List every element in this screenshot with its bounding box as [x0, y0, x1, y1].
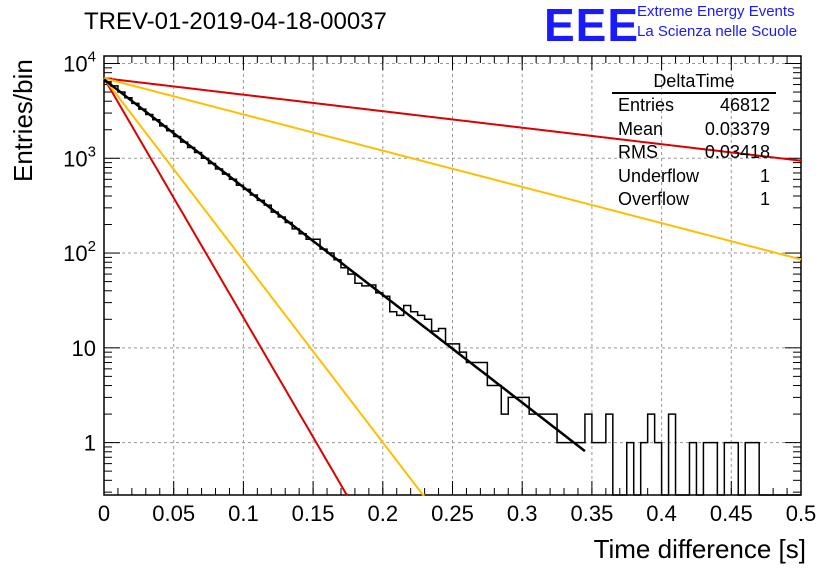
- x-tick-label: 0.1: [228, 501, 259, 526]
- y-tick-label: 1: [84, 431, 96, 456]
- stats-row-rms: RMS 0.03418: [612, 141, 776, 165]
- x-tick-label: 0.2: [368, 501, 399, 526]
- stats-label: Overflow: [618, 189, 690, 209]
- stats-row-mean: Mean 0.03379: [612, 118, 776, 142]
- x-tick-labels: 0 0.05 0.1 0.15 0.2 0.25 0.3 0.35 0.4 0.45 0.5: [98, 501, 816, 526]
- y-tick-label: 10: [72, 336, 96, 361]
- stats-row-overflow: Overflow 1: [612, 188, 776, 212]
- fit-curve-black: [103, 78, 586, 453]
- y-tick-label: 102: [63, 238, 96, 266]
- fit-curve-orange: [103, 77, 802, 261]
- fit-curve-red: [103, 77, 802, 162]
- axis-ticks: [103, 56, 802, 495]
- chart-title: TREV-01-2019-04-18-00037: [84, 8, 387, 35]
- fit-curve-red: [103, 77, 349, 496]
- stats-value: 0.03379: [704, 118, 770, 139]
- stats-value: 0.03418: [704, 142, 770, 162]
- y-axis-label: Entries/bin: [8, 59, 38, 182]
- stats-label: Underflow: [618, 165, 700, 186]
- stats-value: 46812: [719, 95, 770, 115]
- histogram: [103, 78, 801, 496]
- logo-line-2: La Scienza nelle Scuole: [637, 23, 798, 40]
- stats-row-entries: Entries 46812: [612, 94, 776, 118]
- eee-logo: EEE: [544, 0, 640, 51]
- fit-curve-orange: [103, 77, 425, 496]
- x-tick-label: 0: [98, 501, 110, 526]
- x-tick-label: 0.05: [152, 501, 195, 526]
- x-axis-label: Time difference [s]: [593, 534, 806, 564]
- stats-row-underflow: Underflow 1: [612, 165, 776, 189]
- logo-caption: Extreme Energy Events La Scienza nelle S…: [637, 2, 797, 42]
- x-tick-label: 0.4: [646, 501, 677, 526]
- y-tick-label: 104: [63, 49, 96, 77]
- stats-label: RMS: [618, 142, 658, 162]
- y-tick-labels: 1 10 102 103 104: [63, 49, 96, 456]
- fit-curves: [103, 77, 802, 496]
- stats-box: DeltaTime Entries 46812 Mean 0.03379 RMS 0.…: [612, 70, 776, 212]
- stats-label: Entries: [618, 95, 675, 115]
- y-tick-label: 103: [63, 143, 96, 171]
- logo-line-1: Extreme Energy Events: [637, 3, 795, 20]
- stats-value: 1: [759, 165, 770, 186]
- x-tick-label: 0.25: [431, 501, 474, 526]
- x-tick-label: 0.15: [292, 501, 335, 526]
- x-tick-label: 0.3: [507, 501, 538, 526]
- x-tick-label: 0.35: [570, 501, 613, 526]
- x-tick-label: 0.45: [710, 501, 753, 526]
- stats-title: DeltaTime: [612, 70, 776, 94]
- stats-label: Mean: [618, 118, 664, 139]
- stats-value: 1: [759, 189, 770, 209]
- x-tick-label: 0.5: [786, 501, 817, 526]
